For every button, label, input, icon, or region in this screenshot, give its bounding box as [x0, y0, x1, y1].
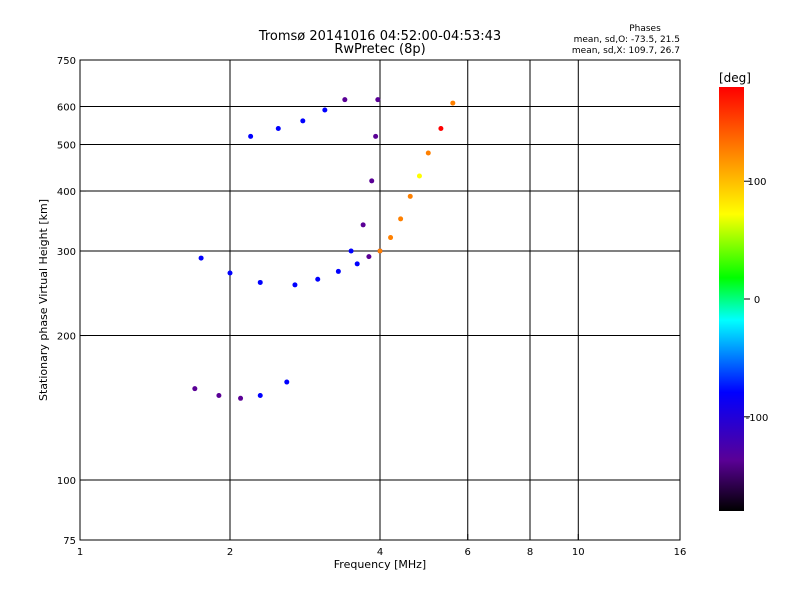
stats-heading: Phases	[629, 24, 661, 34]
data-point	[438, 125, 444, 131]
data-point	[292, 282, 298, 288]
colorbar-label: [deg]	[719, 71, 751, 85]
x-tick-label: 2	[227, 547, 233, 558]
x-tick-label: 6	[465, 547, 471, 558]
y-axis-label: Stationary phase Virtual Height [km]	[37, 199, 50, 401]
data-point	[366, 254, 372, 260]
data-point	[315, 276, 321, 282]
data-point	[198, 255, 204, 261]
y-tick-label: 600	[57, 103, 76, 114]
data-point	[388, 235, 394, 241]
data-point	[373, 133, 379, 139]
data-point	[377, 248, 383, 254]
data-point	[335, 268, 341, 274]
colorbar	[719, 87, 744, 511]
y-tick-label: 100	[57, 476, 76, 487]
data-point	[425, 150, 431, 156]
data-point	[227, 270, 233, 276]
data-point	[248, 133, 254, 139]
colorbar-ticks: 100 0 -100	[744, 177, 768, 424]
data-point	[275, 125, 281, 131]
y-tick-label: 200	[57, 332, 76, 343]
x-tick-label: 10	[572, 547, 585, 558]
y-tick-label: 400	[57, 187, 76, 198]
data-point	[192, 386, 198, 392]
data-point	[375, 97, 381, 103]
data-points	[192, 97, 456, 401]
x-tick-label: 8	[527, 547, 533, 558]
colorbar-tick-label: -100	[746, 413, 769, 424]
stats-line-o: mean, sd,O: -73.5, 21.5	[574, 35, 680, 45]
data-point	[360, 222, 366, 228]
y-tick-label: 300	[57, 247, 76, 258]
colorbar-tick-label: 0	[754, 295, 760, 306]
x-tick-label: 1	[77, 547, 83, 558]
colorbar-tick-label: 100	[747, 177, 766, 188]
chart-title: Tromsø 20141016 04:52:00-04:53:43	[258, 29, 501, 44]
x-tick-label: 4	[377, 547, 383, 558]
x-tick-label: 16	[674, 547, 687, 558]
chart-subtitle: RwPretec (8p)	[334, 42, 425, 57]
y-tick-label: 750	[57, 56, 76, 67]
data-point	[354, 261, 360, 267]
y-tick-label: 500	[57, 141, 76, 152]
x-axis-label: Frequency [MHz]	[334, 558, 426, 571]
data-point	[407, 193, 413, 199]
y-axis-ticks: 75 100 200 300 400 500 600 750	[57, 56, 86, 547]
y-tick-label: 75	[63, 536, 76, 547]
data-point	[284, 379, 290, 385]
data-point	[416, 173, 422, 179]
data-point	[348, 248, 354, 254]
data-point	[450, 100, 456, 106]
x-axis-ticks: 1 2 4 6 8 10 16	[77, 534, 687, 558]
data-point	[369, 178, 375, 184]
stats-line-x: mean, sd,X: 109.7, 26.7	[572, 46, 680, 56]
data-point	[238, 395, 244, 401]
data-point	[257, 279, 263, 285]
data-point	[342, 97, 348, 103]
data-point	[257, 393, 263, 399]
data-point	[216, 393, 222, 399]
data-point	[322, 107, 328, 113]
data-point	[300, 118, 306, 124]
data-point	[398, 216, 404, 222]
